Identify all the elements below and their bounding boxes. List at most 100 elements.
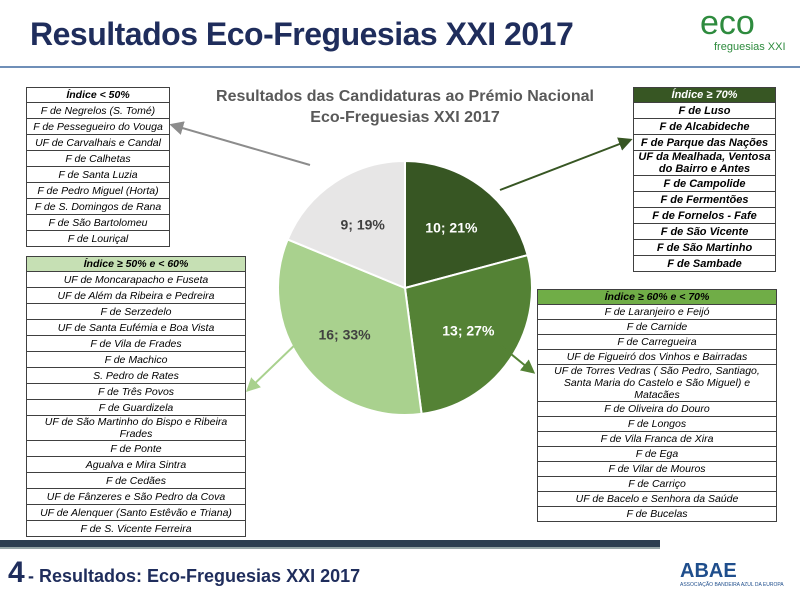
table-row: F de Calhetas (26, 150, 170, 167)
table-row: F de Vila de Frades (26, 335, 246, 352)
pie-slice-0 (404, 159, 529, 290)
table-row: UF de Moncarapacho e Fuseta (26, 271, 246, 288)
table-cell: UF de Fânzeres e São Pedro da Cova (26, 488, 246, 505)
pie-data-label: 13; 27% (442, 322, 495, 338)
table-row: F de São Bartolomeu (26, 214, 170, 231)
table-cell: F de Calhetas (26, 150, 170, 167)
table-row: F de Pessegueiro do Vouga (26, 118, 170, 135)
table-cell: F de Vila Franca de Xira (537, 431, 777, 447)
table-header: Índice ≥ 70% (633, 87, 776, 103)
page-title: Resultados Eco-Freguesias XXI 2017 (30, 16, 574, 52)
table-cell: F de Ega (537, 446, 777, 462)
chart-title: Resultados das Candidaturas ao Prémio Na… (185, 86, 625, 128)
table-cell: F de Santa Luzia (26, 166, 170, 183)
table-row: UF da Mealhada, Ventosa do Bairro e Ante… (633, 150, 776, 176)
table-row: F de Carnide (537, 319, 777, 335)
table-row: F de Fermentões (633, 191, 776, 208)
table-row: F de Bucelas (537, 506, 777, 522)
table-cell: F de Cedães (26, 472, 246, 489)
table-cell: F de São Bartolomeu (26, 214, 170, 231)
table-header: Índice < 50% (26, 87, 170, 103)
table-row: UF de São Martinho do Bispo e Ribeira Fr… (26, 415, 246, 441)
table-row: F de Parque das Nações (633, 134, 776, 151)
logo-main-text: eco (700, 4, 755, 42)
table-cell: F de Guardizela (26, 399, 246, 416)
table-cell: F de Machico (26, 351, 246, 368)
table-cell: F de São Martinho (633, 239, 776, 256)
table-cell: F de Laranjeiro e Feijó (537, 304, 777, 320)
table-row: UF de Figueiró dos Vinhos e Bairradas (537, 349, 777, 365)
table-row: F de Vila Franca de Xira (537, 431, 777, 447)
table-cell: UF da Mealhada, Ventosa do Bairro e Ante… (633, 150, 776, 176)
table-cell: F de Serzedelo (26, 303, 246, 320)
table-index-lt50: Índice < 50% F de Negrelos (S. Tomé) F de… (26, 87, 170, 247)
abae-logo-subtext: ASSOCIAÇÃO BANDEIRA AZUL DA EUROPA (680, 582, 784, 588)
abae-logo-text: ABAE (680, 560, 737, 582)
table-row: UF de Além da Ribeira e Pedreira (26, 287, 246, 304)
table-cell: F de Carregueira (537, 334, 777, 350)
pie-data-label: 10; 21% (425, 220, 478, 236)
footer-bar-accent (0, 547, 660, 549)
table-cell: F de Fermentões (633, 191, 776, 208)
logo-sub-text: freguesias XXI (714, 41, 786, 53)
table-cell: UF de Torres Vedras ( São Pedro, Santiag… (537, 364, 777, 402)
table-cell: F de Negrelos (S. Tomé) (26, 102, 170, 119)
table-row: F de Campolide (633, 175, 776, 192)
eco-freguesias-logo: eco freguesias XXI (700, 4, 786, 58)
slide-number: 4 (8, 556, 25, 589)
pie-slice-3 (286, 159, 406, 290)
table-cell: UF de Além da Ribeira e Pedreira (26, 287, 246, 304)
table-row: F de Longos (537, 416, 777, 432)
abae-logo: ABAE ASSOCIAÇÃO BANDEIRA AZUL DA EUROPA (680, 560, 784, 596)
table-cell: F de Fornelos - Fafe (633, 207, 776, 224)
table-cell: F de Campolide (633, 175, 776, 192)
table-cell: UF de Figueiró dos Vinhos e Bairradas (537, 349, 777, 365)
table-row: UF de Fânzeres e São Pedro da Cova (26, 488, 246, 505)
table-row: F de Santa Luzia (26, 166, 170, 183)
table-row: F de Vilar de Mouros (537, 461, 777, 477)
table-row: F de Machico (26, 351, 246, 368)
header-rule (0, 66, 800, 68)
table-row: F de Serzedelo (26, 303, 246, 320)
table-cell: F de Pedro Miguel (Horta) (26, 182, 170, 199)
table-cell: F de Alcabideche (633, 118, 776, 135)
table-cell: F de S. Domingos de Rana (26, 198, 170, 215)
pie-slice-1 (403, 253, 533, 416)
table-cell: F de Longos (537, 416, 777, 432)
table-header: Índice ≥ 60% e < 70% (537, 289, 777, 305)
table-cell: F de Bucelas (537, 506, 777, 522)
table-row: F de Louriçal (26, 230, 170, 247)
table-row: F de Laranjeiro e Feijó (537, 304, 777, 320)
arrow-50-60 (245, 339, 301, 392)
table-row: F de S. Vicente Ferreira (26, 520, 246, 537)
table-row: F de Fornelos - Fafe (633, 207, 776, 224)
table-cell: F de Três Povos (26, 383, 246, 400)
chart-title-line-2: Eco-Freguesias XXI 2017 (310, 109, 500, 126)
table-cell: F de Luso (633, 102, 776, 119)
table-row: F de Três Povos (26, 383, 246, 400)
table-row: F de São Vicente (633, 223, 776, 240)
arrow-lt50 (169, 121, 311, 166)
table-row: Agualva e Mira Sintra (26, 456, 246, 473)
table-row: F de Alcabideche (633, 118, 776, 135)
table-row: F de Carregueira (537, 334, 777, 350)
table-cell: Agualva e Mira Sintra (26, 456, 246, 473)
table-row: F de Oliveira do Douro (537, 401, 777, 417)
table-cell: F de Vilar de Mouros (537, 461, 777, 477)
table-row: F de Cedães (26, 472, 246, 489)
table-row: F de Negrelos (S. Tomé) (26, 102, 170, 119)
table-header: Índice ≥ 50% e < 60% (26, 256, 246, 272)
chart-title-line-1: Resultados das Candidaturas ao Prémio Na… (216, 88, 594, 105)
table-row: F de Pedro Miguel (Horta) (26, 182, 170, 199)
table-cell: UF de Santa Eufémia e Boa Vista (26, 319, 246, 336)
table-row: UF de Carvalhais e Candal (26, 134, 170, 151)
table-row: UF de Bacelo e Senhora da Saúde (537, 491, 777, 507)
table-row: F de Guardizela (26, 399, 246, 416)
table-row: F de Ega (537, 446, 777, 462)
footer-bar (0, 540, 660, 549)
table-row: UF de Santa Eufémia e Boa Vista (26, 319, 246, 336)
table-cell: UF de Moncarapacho e Fuseta (26, 271, 246, 288)
table-cell: F de Louriçal (26, 230, 170, 247)
table-cell: F de S. Vicente Ferreira (26, 520, 246, 537)
